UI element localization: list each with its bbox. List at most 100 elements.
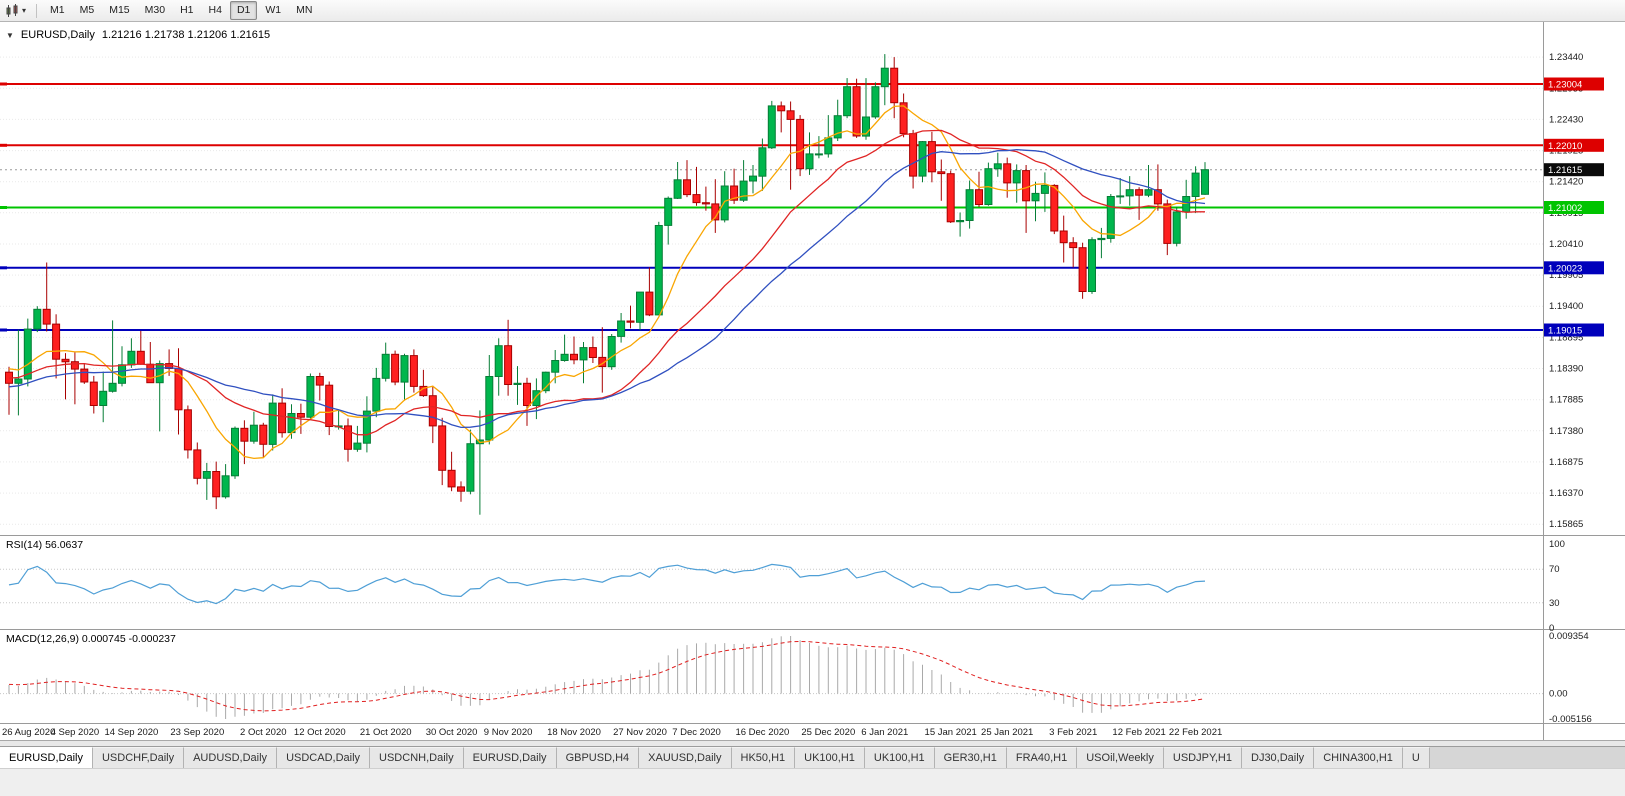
chart-area[interactable]: 1.234401.229351.224301.219251.214201.209… — [0, 22, 1625, 740]
time-axis-label: 23 Sep 2020 — [170, 727, 224, 738]
ma-line-1 — [8, 129, 1205, 436]
hline-anchor[interactable] — [0, 82, 7, 86]
macd-signal-line — [8, 640, 1206, 712]
hline-anchor[interactable] — [0, 328, 7, 332]
chart-tab-u[interactable]: U — [1402, 747, 1430, 768]
price-tag-label: 1.21615 — [1548, 165, 1582, 176]
candle — [127, 338, 136, 368]
chart-tab-usdcnh-daily[interactable]: USDCNH,Daily — [370, 747, 464, 768]
tf-button-h4[interactable]: H4 — [208, 4, 222, 17]
candle — [636, 291, 644, 331]
price-tag — [1544, 77, 1604, 91]
chart-tab-uk100-h1[interactable]: UK100,H1 — [795, 747, 865, 768]
price-tag-label: 1.19015 — [1548, 325, 1582, 336]
candle — [570, 336, 578, 365]
candle — [814, 136, 823, 159]
rsi-axis-label: 0 — [1549, 623, 1554, 634]
candle — [626, 305, 635, 329]
chart-tab-audusd-daily[interactable]: AUDUSD,Daily — [184, 747, 278, 768]
chart-tab-eurusd-daily[interactable]: EURUSD,Daily — [0, 747, 93, 768]
candle — [1172, 207, 1181, 247]
ma-line-0 — [8, 105, 1206, 460]
candle — [1069, 237, 1078, 268]
candle — [268, 394, 277, 451]
hline-anchor[interactable] — [0, 143, 7, 147]
candle — [749, 165, 757, 194]
chart-tab-usdjpy-h1[interactable]: USDJPY,H1 — [1163, 747, 1242, 768]
candle — [739, 160, 748, 202]
hline-anchor[interactable] — [0, 206, 7, 209]
candle — [560, 334, 569, 362]
time-axis-label: 25 Jan 2021 — [981, 727, 1033, 738]
time-axis-label: 12 Oct 2020 — [294, 727, 346, 738]
candle — [381, 342, 390, 382]
tf-button-h1[interactable]: H1 — [180, 4, 194, 17]
tf-button-mn[interactable]: MN — [296, 4, 313, 17]
candle — [108, 320, 117, 393]
tf-button-d1[interactable]: D1 — [229, 1, 258, 20]
candle — [1040, 172, 1049, 212]
time-axis-label: 2 Oct 2020 — [240, 727, 286, 738]
candle — [993, 152, 1002, 177]
candle — [1106, 194, 1115, 243]
price-axis-label: 1.19905 — [1549, 270, 1583, 281]
candle — [428, 385, 437, 444]
candle — [673, 162, 682, 199]
price-axis-label: 1.20410 — [1549, 239, 1583, 250]
candle — [843, 78, 852, 119]
chart-tab-gbpusd-h4[interactable]: GBPUSD,H4 — [556, 747, 640, 768]
candle — [202, 462, 211, 500]
macd-label: MACD(12,26,9) 0.000745 -0.000237 — [6, 633, 176, 645]
candle — [1191, 166, 1200, 214]
candle — [523, 377, 531, 426]
price-axis-label: 1.21420 — [1549, 177, 1583, 188]
chart-tab-fra40-h1[interactable]: FRA40,H1 — [1006, 747, 1078, 768]
chart-tab-dj30-daily[interactable]: DJ30,Daily — [1242, 747, 1315, 768]
rsi-axis-label: 30 — [1549, 598, 1560, 609]
candle — [1059, 215, 1068, 263]
price-tag — [1544, 138, 1604, 152]
candle — [899, 93, 908, 138]
candle — [315, 372, 324, 401]
tf-button-m15[interactable]: M15 — [109, 4, 130, 17]
chart-tab-hk50-h1[interactable]: HK50,H1 — [731, 747, 796, 768]
candle — [249, 411, 258, 444]
time-axis-label: 18 Nov 2020 — [547, 727, 601, 738]
time-axis-label: 26 Aug 2020 — [2, 727, 55, 738]
chart-tab-usdchf-daily[interactable]: USDCHF,Daily — [92, 747, 185, 768]
chart-tab-china300-h1[interactable]: CHINA300,H1 — [1314, 747, 1403, 768]
chart-tab-uk100-h1[interactable]: UK100,H1 — [864, 747, 935, 768]
candle — [654, 221, 663, 316]
candle — [513, 366, 522, 405]
chart-tab-usdcad-daily[interactable]: USDCAD,Daily — [277, 747, 371, 768]
time-axis-label: 7 Dec 2020 — [672, 727, 721, 738]
candle — [1116, 178, 1125, 204]
candle — [457, 481, 465, 502]
candle — [99, 371, 108, 423]
chart-menu-icon[interactable]: ▼ — [6, 30, 14, 40]
hline-anchor[interactable] — [0, 266, 7, 270]
price-axis-label: 1.18390 — [1549, 364, 1583, 375]
candle — [862, 78, 870, 140]
chart-tab-xauusd-daily[interactable]: XAUUSD,Daily — [639, 747, 732, 768]
candle — [466, 429, 475, 495]
candle — [1088, 237, 1096, 294]
price-tag — [1544, 201, 1604, 214]
tf-button-m5[interactable]: M5 — [79, 4, 95, 17]
tf-button-w1[interactable]: W1 — [265, 4, 282, 17]
candle — [758, 138, 767, 191]
candle — [1003, 157, 1012, 198]
timeframe-group: M1 M5 M15 M30 H1 H4 D1 W1 MN — [43, 1, 319, 20]
chart-icon[interactable] — [5, 3, 20, 18]
candle — [701, 186, 710, 211]
chart-tab-eurusd-daily[interactable]: EURUSD,Daily — [463, 747, 557, 768]
chart-canvas[interactable]: 1.234401.229351.224301.219251.214201.209… — [0, 22, 1625, 740]
status-bar — [0, 768, 1625, 796]
chart-tab-ger30-h1[interactable]: GER30,H1 — [934, 747, 1007, 768]
chart-dropdown-icon[interactable]: ▾ — [22, 6, 27, 15]
tf-button-m1[interactable]: M1 — [50, 4, 65, 17]
candle — [447, 451, 456, 492]
tf-button-m30[interactable]: M30 — [144, 4, 166, 17]
chart-tab-usoil-weekly[interactable]: USOil,Weekly — [1077, 747, 1164, 768]
price-axis-label: 1.18895 — [1549, 332, 1583, 343]
